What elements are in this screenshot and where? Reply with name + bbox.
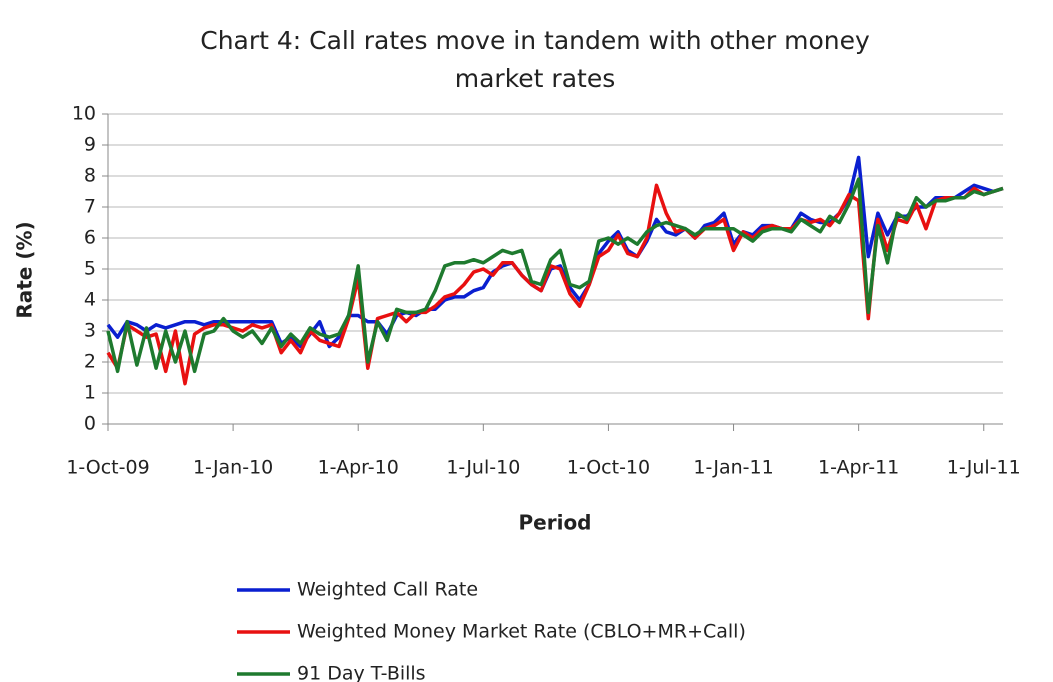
x-tick-label: 1-Jul-11 xyxy=(947,457,1021,479)
y-tick-label: 0 xyxy=(84,413,96,435)
x-tick-label: 1-Oct-09 xyxy=(66,457,149,479)
y-axis-title: Rate (%) xyxy=(13,221,37,318)
series-line xyxy=(106,177,1004,374)
y-tick-label: 5 xyxy=(84,258,96,280)
y-tick-label: 7 xyxy=(84,196,96,218)
y-tick-label: 4 xyxy=(84,289,96,311)
x-tick-label: 1-Oct-10 xyxy=(567,457,650,479)
y-tick-label: 6 xyxy=(84,227,96,249)
x-tick-label: 1-Apr-10 xyxy=(318,457,399,479)
x-axis-title: Period xyxy=(519,511,592,535)
y-tick-label: 8 xyxy=(84,165,96,187)
y-tick-label: 10 xyxy=(72,103,96,125)
chart-title: Chart 4: Call rates move in tandem with … xyxy=(200,26,870,55)
x-tick-label: 1-Jul-10 xyxy=(446,457,520,479)
legend-label: 91 Day T-Bills xyxy=(297,663,426,682)
y-tick-label: 9 xyxy=(84,134,96,156)
y-tick-label: 1 xyxy=(84,382,96,404)
legend-label: Weighted Money Market Rate (CBLO+MR+Call… xyxy=(297,621,746,643)
legend-label: Weighted Call Rate xyxy=(297,579,478,601)
series-line xyxy=(106,183,1004,386)
x-tick-label: 1-Jan-11 xyxy=(693,457,773,479)
y-tick-label: 2 xyxy=(84,351,96,373)
x-tick-label: 1-Jan-10 xyxy=(193,457,273,479)
chart-title: market rates xyxy=(455,64,615,93)
x-tick-label: 1-Apr-11 xyxy=(818,457,899,479)
y-tick-label: 3 xyxy=(84,320,96,342)
